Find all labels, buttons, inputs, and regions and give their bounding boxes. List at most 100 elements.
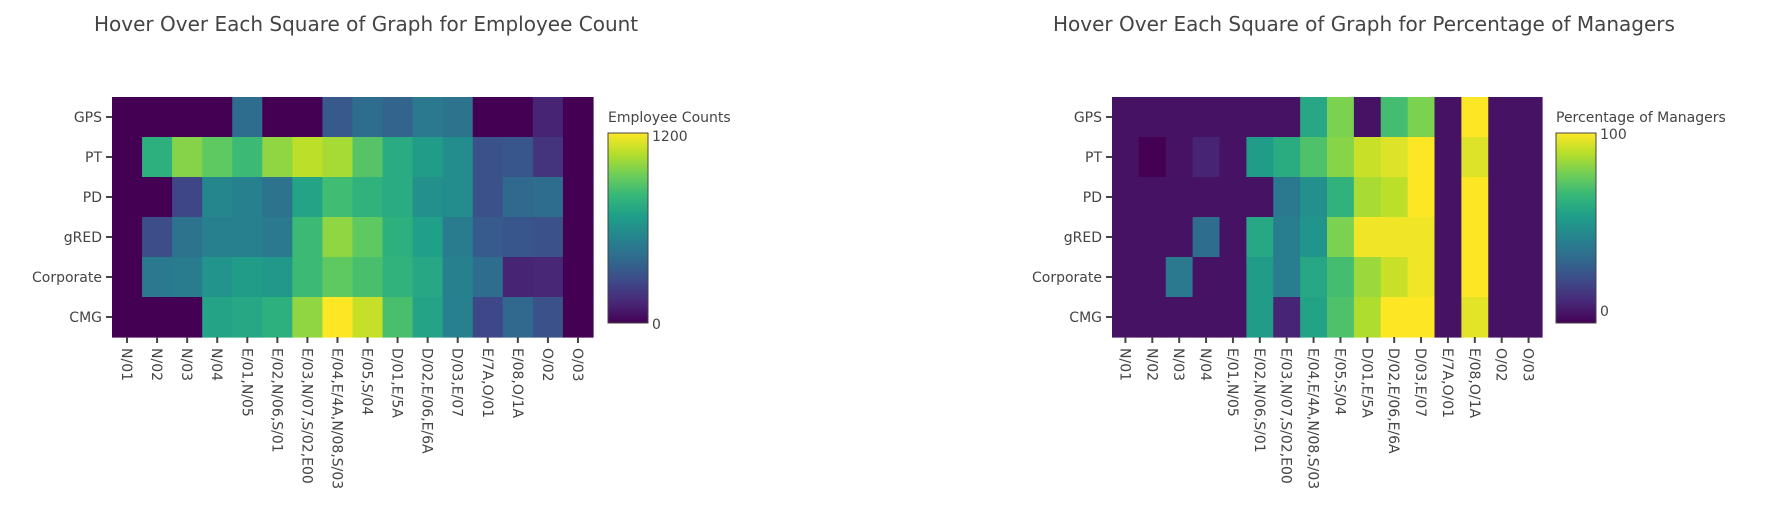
heatmap-cell[interactable]: [1138, 177, 1167, 218]
heatmap-cell[interactable]: [1488, 217, 1516, 258]
heatmap-cell[interactable]: [1165, 297, 1194, 338]
heatmap-cell[interactable]: [1461, 257, 1489, 298]
heatmap-cell[interactable]: [1515, 137, 1543, 178]
heatmap-cell[interactable]: [1219, 297, 1247, 338]
heatmap-cell[interactable]: [1219, 177, 1247, 218]
heatmap-cell[interactable]: [1246, 177, 1274, 218]
heatmap-cell[interactable]: [1327, 297, 1355, 338]
heatmap-cell[interactable]: [1246, 257, 1274, 298]
heatmap-cell[interactable]: [1273, 297, 1301, 338]
heatmap-cell[interactable]: [262, 137, 293, 178]
heatmap-cell[interactable]: [1407, 297, 1436, 338]
heatmap-cell[interactable]: [292, 257, 324, 298]
heatmap-cell[interactable]: [322, 257, 354, 298]
heatmap-cell[interactable]: [112, 137, 143, 178]
heatmap-cell[interactable]: [352, 257, 384, 298]
heatmap-cell[interactable]: [1246, 297, 1274, 338]
heatmap-cell[interactable]: [142, 177, 173, 218]
heatmap-cell[interactable]: [142, 137, 173, 178]
heatmap-cell[interactable]: [1112, 177, 1140, 218]
heatmap-cell[interactable]: [1434, 257, 1462, 298]
heatmap-cell[interactable]: [1138, 297, 1167, 338]
heatmap-cell[interactable]: [1192, 217, 1221, 258]
heatmap-cell[interactable]: [562, 257, 594, 298]
heatmap-cell[interactable]: [172, 97, 203, 138]
heatmap-cell[interactable]: [472, 217, 504, 258]
heatmap-cell[interactable]: [1192, 97, 1221, 138]
heatmap-cell[interactable]: [262, 297, 293, 338]
heatmap-cell[interactable]: [1407, 97, 1436, 138]
heatmap-cell[interactable]: [202, 297, 233, 338]
heatmap-cell[interactable]: [112, 177, 143, 218]
heatmap-cell[interactable]: [262, 177, 293, 218]
heatmap-cell[interactable]: [202, 137, 233, 178]
heatmap-cell[interactable]: [1112, 257, 1140, 298]
heatmap-cell[interactable]: [1353, 217, 1382, 258]
heatmap-cell[interactable]: [412, 217, 444, 258]
heatmap-cell[interactable]: [1327, 97, 1355, 138]
heatmap-cell[interactable]: [262, 257, 293, 298]
heatmap-cell[interactable]: [1461, 297, 1489, 338]
heatmap-cell[interactable]: [1273, 257, 1301, 298]
heatmap-cell[interactable]: [292, 297, 324, 338]
heatmap-cell[interactable]: [1112, 137, 1140, 178]
heatmap-cell[interactable]: [1273, 177, 1301, 218]
heatmap-cell[interactable]: [562, 137, 594, 178]
heatmap-cell[interactable]: [172, 297, 203, 338]
heatmap-cell[interactable]: [352, 137, 384, 178]
heatmap-cell[interactable]: [1300, 177, 1328, 218]
heatmap-cell[interactable]: [1515, 217, 1543, 258]
heatmap-cell[interactable]: [1461, 97, 1489, 138]
heatmap-cell[interactable]: [1434, 217, 1462, 258]
heatmap-cell[interactable]: [442, 97, 474, 138]
heatmap-cell[interactable]: [1461, 177, 1489, 218]
heatmap-cell[interactable]: [472, 137, 504, 178]
heatmap-cell[interactable]: [1138, 137, 1167, 178]
heatmap-cell[interactable]: [292, 137, 324, 178]
heatmap-cell[interactable]: [1407, 177, 1436, 218]
heatmap-cell[interactable]: [1488, 177, 1516, 218]
heatmap-cell[interactable]: [1138, 257, 1167, 298]
heatmap-cell[interactable]: [502, 217, 534, 258]
heatmap-cell[interactable]: [262, 217, 293, 258]
heatmap-cell[interactable]: [502, 97, 534, 138]
heatmap-cell[interactable]: [1380, 257, 1409, 298]
heatmap-cell[interactable]: [292, 97, 324, 138]
heatmap-cell[interactable]: [1112, 97, 1140, 138]
heatmap-cell[interactable]: [502, 257, 534, 298]
heatmap-cell[interactable]: [1515, 257, 1543, 298]
heatmap-cell[interactable]: [1380, 97, 1409, 138]
heatmap-cell[interactable]: [1273, 97, 1301, 138]
heatmap-cell[interactable]: [202, 97, 233, 138]
heatmap-cell[interactable]: [172, 217, 203, 258]
heatmap-cell[interactable]: [1327, 217, 1355, 258]
heatmap-cell[interactable]: [1353, 257, 1382, 298]
heatmap-cell[interactable]: [562, 97, 594, 138]
heatmap-cell[interactable]: [382, 217, 414, 258]
heatmap-cell[interactable]: [382, 137, 414, 178]
heatmap-cell[interactable]: [1165, 177, 1194, 218]
heatmap-cell[interactable]: [1192, 177, 1221, 218]
heatmap-cell[interactable]: [442, 297, 474, 338]
heatmap-cell[interactable]: [1273, 137, 1301, 178]
heatmap-cell[interactable]: [412, 97, 444, 138]
heatmap-cell[interactable]: [202, 257, 233, 298]
heatmap-cell[interactable]: [112, 257, 143, 298]
heatmap-cell[interactable]: [442, 257, 474, 298]
heatmap-cell[interactable]: [532, 297, 564, 338]
heatmap-cell[interactable]: [382, 177, 414, 218]
heatmap-cell[interactable]: [1138, 217, 1167, 258]
heatmap-cell[interactable]: [322, 297, 354, 338]
heatmap-cell[interactable]: [472, 297, 504, 338]
heatmap-cell[interactable]: [442, 137, 474, 178]
heatmap-cell[interactable]: [472, 257, 504, 298]
heatmap-cell[interactable]: [382, 257, 414, 298]
heatmap-cell[interactable]: [142, 217, 173, 258]
heatmap-cell[interactable]: [322, 217, 354, 258]
heatmap-cell[interactable]: [532, 217, 564, 258]
heatmap-cell[interactable]: [232, 97, 263, 138]
heatmap-cell[interactable]: [1246, 137, 1274, 178]
heatmap-cell[interactable]: [1192, 297, 1221, 338]
heatmap-cell[interactable]: [262, 97, 293, 138]
heatmap-cell[interactable]: [532, 97, 564, 138]
